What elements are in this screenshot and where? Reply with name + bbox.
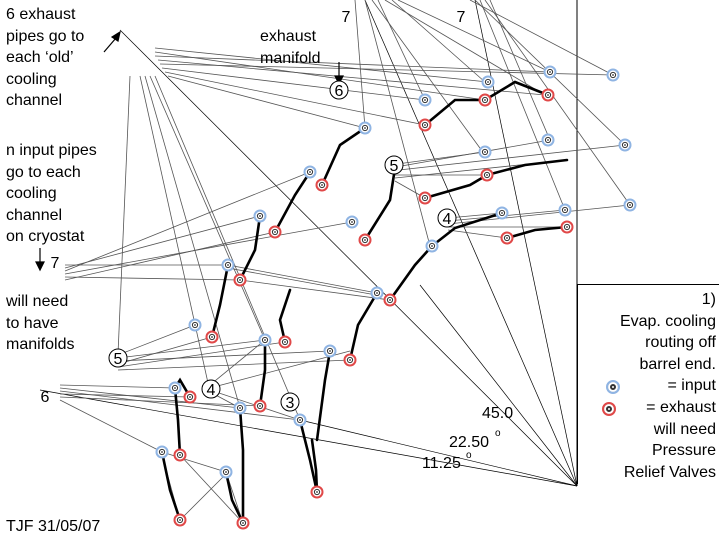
input-node [303, 165, 317, 179]
exhaust-node [183, 390, 197, 404]
legend-input-label: = input [667, 377, 716, 395]
note-input-pipes: n input pipes go to each cooling channel… [6, 142, 97, 245]
layer-label-manifold-6: 6 [335, 83, 344, 100]
legend-line-2: routing off [645, 334, 716, 352]
angle-11-25: 11.25 [422, 455, 461, 472]
input-node [168, 381, 182, 395]
legend-number: 1) [701, 291, 716, 308]
legend-line-1: Evap. cooling [619, 312, 716, 330]
legend-line-3: barrel end. [639, 355, 717, 373]
exhaust-node-icon [602, 401, 616, 416]
exhaust-node [233, 273, 247, 287]
legend: 1) Evap. cooling routing off barrel end.… [578, 289, 716, 483]
input-node [558, 203, 572, 217]
input-node [606, 68, 620, 82]
exhaust-node [480, 168, 494, 182]
exhaust-node [418, 191, 432, 205]
exhaust-node [253, 399, 267, 413]
input-node [358, 121, 372, 135]
input-node [233, 401, 247, 415]
exhaust-node [278, 335, 292, 349]
author-date: TJF 31/05/07 [6, 518, 101, 535]
legend-line-6: Relief Valves [623, 463, 716, 481]
exhaust-node [383, 293, 397, 307]
input-node [495, 206, 509, 220]
input-node [623, 198, 637, 212]
exhaust-node [173, 448, 187, 462]
exhaust-node [418, 118, 432, 132]
legend-input-row: = input [578, 375, 716, 397]
angle-22-5-degree: o [495, 428, 501, 439]
note-will-need-manifolds: will need to have manifolds [6, 293, 75, 353]
input-node [155, 445, 169, 459]
legend-line-5: Pressure [651, 442, 716, 460]
arrows [35, 30, 344, 272]
layer-label-top-left-7: 7 [342, 9, 351, 26]
input-node [370, 286, 384, 300]
exhaust-node [173, 513, 187, 527]
layer-label-lower-3: 3 [286, 395, 295, 412]
exhaust-node [310, 485, 324, 499]
exhaust-node [343, 353, 357, 367]
layer-label-top-right-7: 7 [457, 9, 466, 26]
legend-exhaust-label: = exhaust [646, 398, 716, 416]
layer-label-left-7: 7 [51, 255, 60, 272]
input-node [253, 209, 267, 223]
angle-11-25-degree: o [466, 450, 472, 461]
exhaust-node [236, 516, 250, 530]
angle-22-5: 22.50 [449, 434, 489, 451]
input-node [543, 65, 557, 79]
exhaust-node [500, 231, 514, 245]
exhaust-node [315, 178, 329, 192]
input-node-icon [606, 380, 620, 395]
input-node [345, 215, 359, 229]
thin-pipe-bundles [59, 0, 631, 524]
input-node [221, 258, 235, 272]
legend-line-4: will need [653, 420, 716, 438]
exhaust-node [205, 330, 219, 344]
input-node [418, 93, 432, 107]
input-node [258, 333, 272, 347]
note-exhaust-to-old-channel: 6 exhaust pipes go to each ‘old’ cooling… [6, 6, 85, 109]
circled-labels [108, 80, 457, 412]
input-node [481, 75, 495, 89]
input-node [293, 413, 307, 427]
exhaust-node [541, 88, 555, 102]
input-node [219, 465, 233, 479]
angle-45: 45.0 [482, 405, 513, 422]
layer-label-lower-4: 4 [207, 382, 216, 399]
input-node [323, 344, 337, 358]
layer-label-left-6: 6 [41, 389, 50, 406]
legend-exhaust-row: = exhaust [578, 397, 716, 419]
angle-rays [39, 0, 578, 487]
exhaust-node [560, 220, 574, 234]
input-node [478, 145, 492, 159]
exhaust-node [268, 225, 282, 239]
node-markers [155, 65, 637, 530]
input-node [425, 239, 439, 253]
layer-label-upper-5: 5 [390, 158, 399, 175]
layer-label-upper-4: 4 [443, 211, 452, 228]
exhaust-node [478, 93, 492, 107]
note-exhaust-manifold: exhaust manifold [260, 28, 321, 67]
legend-box [577, 284, 719, 484]
layer-label-left-5: 5 [114, 351, 123, 368]
input-node [541, 133, 555, 147]
exhaust-node [358, 233, 372, 247]
input-node [188, 318, 202, 332]
input-node [618, 138, 632, 152]
thick-pipe-connections [160, 80, 569, 525]
